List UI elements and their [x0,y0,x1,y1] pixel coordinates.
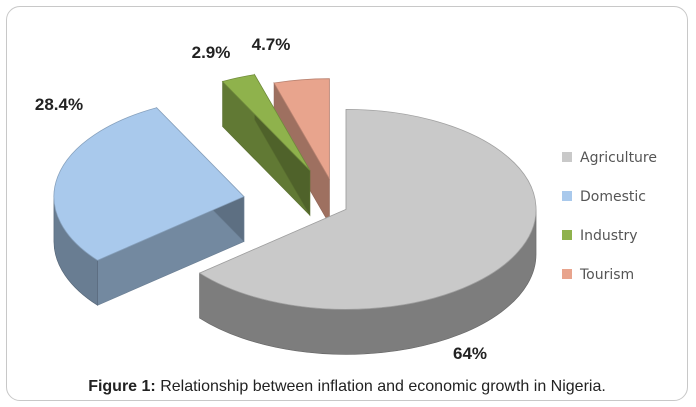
pie-slice-agriculture [198,108,537,355]
legend-label: Domestic [580,189,646,205]
data-label-domestic: 28.4% [35,95,83,114]
pie-slice-domestic [53,107,245,306]
legend-label: Industry [580,228,638,244]
slice-top-face [273,78,330,181]
data-label-agriculture: 64% [453,344,487,363]
legend-swatch [562,269,572,279]
pie-chart: 64% 28.4% 2.9% 4.7% Agriculture Domestic Indus… [35,35,657,363]
legend-label: Agriculture [580,150,657,166]
pie-slice-tourism [273,78,330,225]
legend: Agriculture Domestic Industry Tourism [562,150,657,283]
legend-item-agriculture: Agriculture [562,150,657,166]
legend-swatch [562,230,572,240]
figure-frame: 64% 28.4% 2.9% 4.7% Agriculture Domestic Indus… [6,6,688,401]
caption-text: Relationship between inflation and econo… [160,378,606,395]
slice-top-face [53,107,245,261]
legend-label: Tourism [579,267,634,283]
legend-swatch [562,191,572,201]
data-label-tourism: 4.7% [252,35,291,54]
data-label-industry: 2.9% [192,43,231,62]
legend-item-domestic: Domestic [562,189,646,205]
legend-swatch [562,152,572,162]
slice-top-face [198,108,537,310]
pie-slice-industry [221,73,311,217]
slice-top-face [221,74,311,171]
figure-caption: Figure 1: Relationship between inflation… [7,378,687,396]
legend-item-tourism: Tourism [562,267,634,283]
caption-label: Figure 1: [88,378,156,395]
pie-slices [53,73,537,355]
legend-item-industry: Industry [562,228,638,244]
